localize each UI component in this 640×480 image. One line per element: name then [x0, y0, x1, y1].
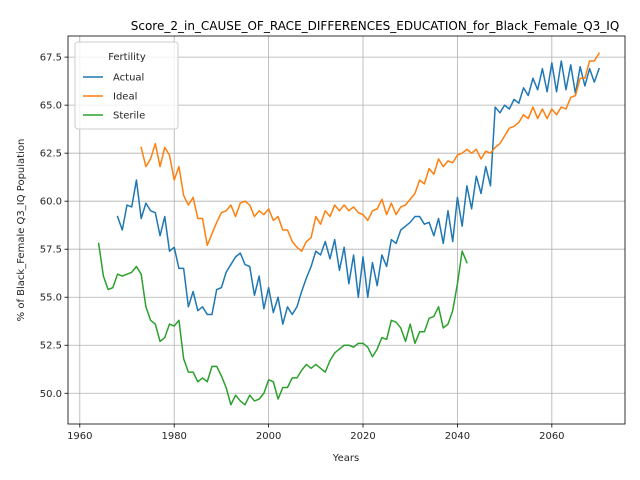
legend-label-ideal: Ideal — [113, 92, 137, 103]
y-tick-label: 60.0 — [40, 197, 62, 208]
y-tick-label: 65.0 — [40, 101, 62, 112]
plot-area-frame — [67, 35, 626, 425]
y-axis: 50.0 52.5 55.0 57.5 60.0 62.5 65.0 67.5 — [40, 53, 68, 400]
legend-label-sterile: Sterile — [113, 111, 145, 122]
legend-label-actual: Actual — [113, 73, 144, 84]
series-line-actual — [116, 60, 600, 325]
y-tick-label: 55.0 — [40, 293, 62, 304]
y-tick-label: 67.5 — [40, 53, 62, 64]
y-tick-label: 57.5 — [40, 245, 62, 256]
x-tick-label: 2020 — [350, 431, 375, 442]
legend-box — [74, 41, 179, 130]
x-axis-label: Years — [332, 453, 359, 464]
x-tick-label: 1980 — [161, 431, 186, 442]
series-line-ideal — [140, 52, 601, 252]
y-tick-label: 62.5 — [40, 149, 62, 160]
x-tick-label: 2060 — [539, 431, 564, 442]
legend-items: Actual Ideal Sterile — [83, 73, 145, 122]
series-lines — [97, 52, 601, 406]
y-axis-label: % of Black_Female Q3_IQ Population — [16, 139, 27, 322]
x-tick-label: 2040 — [445, 431, 470, 442]
x-tick-label: 2000 — [256, 431, 281, 442]
legend: Fertility Actual Ideal Sterile — [74, 41, 179, 130]
x-axis: 1960 1980 2000 2020 2040 2060 — [67, 424, 565, 442]
grid — [68, 36, 625, 424]
y-tick-label: 52.5 — [40, 341, 62, 352]
legend-title: Fertility — [108, 52, 146, 63]
series-line-sterile — [97, 242, 468, 406]
y-tick-label: 50.0 — [40, 389, 62, 400]
x-tick-label: 1960 — [67, 431, 92, 442]
chart-title: Score_2_in_CAUSE_OF_RACE_DIFFERENCES_EDU… — [131, 19, 620, 33]
